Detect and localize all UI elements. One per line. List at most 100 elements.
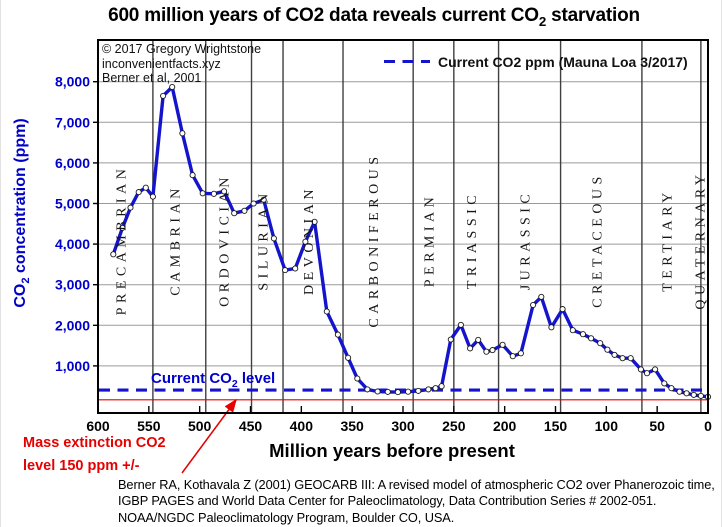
data-point-marker (597, 340, 604, 347)
x-tick-label: 400 (290, 418, 314, 434)
period-label-cretaceous: CRETACEOUS (590, 172, 605, 308)
x-tick-label: 300 (391, 418, 415, 434)
period-label-tertiary: TERTIARY (660, 188, 675, 292)
y-tick-label: 3,000 (55, 277, 90, 293)
data-point-marker (690, 391, 697, 398)
y-tick-label: 7,000 (55, 114, 90, 130)
current-co2-level-label: Current CO2 level (151, 370, 275, 390)
period-label-jurassic: JURASSIC (519, 190, 534, 291)
citation-line3: NOAA/NGDC Paleoclimatology Program, Boul… (118, 509, 455, 525)
data-point-marker (160, 92, 167, 99)
period-labels: PRECAMBRIAN CAMBRIAN ORDOVICIAN SILURIAN DEV… (114, 152, 708, 327)
citation-line2: IGBP PAGES and World Data Center for Pal… (118, 493, 657, 509)
data-point-marker (323, 308, 330, 315)
data-point-marker (292, 265, 299, 272)
credit-website-line: inconvenientfacts.xyz (102, 56, 221, 71)
data-point-marker (384, 388, 391, 395)
x-tick-labels: 600 550 500 450 400 350 300 250 200 150 100 50 0 (86, 418, 712, 434)
data-point-marker (559, 306, 566, 313)
data-point-marker (282, 267, 289, 274)
data-point-marker (604, 346, 611, 353)
data-point-marker (661, 380, 668, 387)
data-point-marker (627, 355, 634, 362)
data-point-marker (447, 336, 454, 343)
data-point-marker (374, 388, 381, 395)
data-point-marker (538, 293, 545, 300)
credit-copyright-line: © 2017 Gregory Wrightstone (102, 42, 262, 56)
data-point-marker (579, 331, 587, 338)
data-point-marker (588, 335, 595, 342)
y-gridlines (98, 81, 708, 367)
x-tick-label: 600 (86, 418, 110, 434)
data-point-marker (517, 350, 524, 357)
x-axis-title: Million years before present (269, 440, 515, 461)
data-point-marker (142, 184, 149, 191)
mass-extinction-line2: level 150 ppm +/- (23, 457, 140, 474)
period-label-ordovician: ORDOVICIAN (218, 173, 233, 307)
data-point-marker (334, 331, 341, 338)
data-point-marker (637, 366, 644, 373)
x-tick-label: 200 (493, 418, 517, 434)
y-tick-labels: 8,000 7,000 6,000 5,000 4,000 3,000 2,000 1,000 (55, 74, 90, 374)
data-point-marker (364, 386, 371, 393)
legend-label: Current CO2 ppm (Mauna Loa 3/2017) (438, 54, 688, 70)
data-point-marker (489, 347, 496, 354)
y-tick-label: 4,000 (55, 236, 90, 252)
credit-source-line: Berner et al, 2001 (102, 71, 202, 86)
x-tick-label: 550 (137, 418, 161, 434)
data-point-marker (231, 210, 238, 217)
data-point-marker (311, 218, 318, 225)
data-point-marker (119, 224, 126, 231)
mass-extinction-annotation: Mass extinction CO2 level 150 ppm +/- (23, 432, 166, 477)
x-tick-label: 500 (188, 418, 212, 434)
period-label-precambrian: PRECAMBRIAN (114, 165, 129, 316)
y-tick-label: 1,000 (55, 358, 90, 374)
data-point-marker (457, 321, 464, 328)
axis-ticks (93, 80, 709, 413)
chart-title-text: 600 million years of CO2 data reveals cu… (108, 5, 539, 26)
data-point-marker (169, 83, 176, 91)
period-label-permian: PERMIAN (423, 193, 438, 288)
data-point-marker (149, 193, 156, 200)
data-point-marker (652, 366, 659, 373)
data-point-marker (432, 385, 439, 392)
data-point-marker (438, 383, 445, 390)
citation-line1: Berner RA, Kothavala Z (2001) GEOCARB II… (118, 477, 715, 492)
data-point-marker (135, 189, 142, 196)
period-label-cambrian: CAMBRIAN (168, 184, 183, 295)
data-point-marker (611, 351, 618, 358)
credit-note: © 2017 Gregory Wrightstone inconvenientf… (102, 42, 261, 86)
data-point-marker (394, 389, 401, 396)
mass-extinction-line1: Mass extinction CO2 (23, 435, 166, 451)
data-point-marker (405, 388, 412, 395)
data-point-marker (530, 301, 537, 309)
y-tick-label: 6,000 (55, 155, 90, 171)
chart-title: 600 million years of CO2 data reveals cu… (13, 5, 721, 29)
current-co2-level-text-end: level (237, 370, 276, 387)
x-tick-label: 50 (649, 418, 665, 434)
chart-title-text-end: starvation (546, 5, 640, 26)
x-tick-label: 100 (595, 418, 619, 434)
x-tick-label: 0 (704, 418, 712, 434)
y-axis-title: CO2 concentration (ppm) (12, 103, 32, 323)
period-label-silurian: SILURIAN (256, 189, 271, 290)
current-co2-level-text: Current CO (151, 370, 232, 387)
data-point-marker (179, 130, 186, 137)
data-point-marker (668, 385, 675, 392)
data-point-marker (210, 190, 217, 197)
data-point-marker (483, 348, 490, 355)
x-tick-label: 450 (239, 418, 263, 434)
citation-block: Berner RA, Kothavala Z (2001) GEOCARB II… (118, 477, 715, 526)
current-co2-level-subscript: 2 (231, 378, 238, 390)
data-point-marker (241, 207, 248, 214)
plot-frame (97, 39, 709, 414)
y-axis-title-text-end: concentration (ppm) (12, 118, 29, 278)
y-tick-label: 8,000 (55, 74, 90, 90)
data-point-marker (270, 235, 277, 242)
data-point-marker (189, 172, 196, 179)
data-point-marker (221, 188, 228, 195)
data-point-marker (509, 353, 516, 360)
y-tick-label: 5,000 (55, 196, 90, 212)
